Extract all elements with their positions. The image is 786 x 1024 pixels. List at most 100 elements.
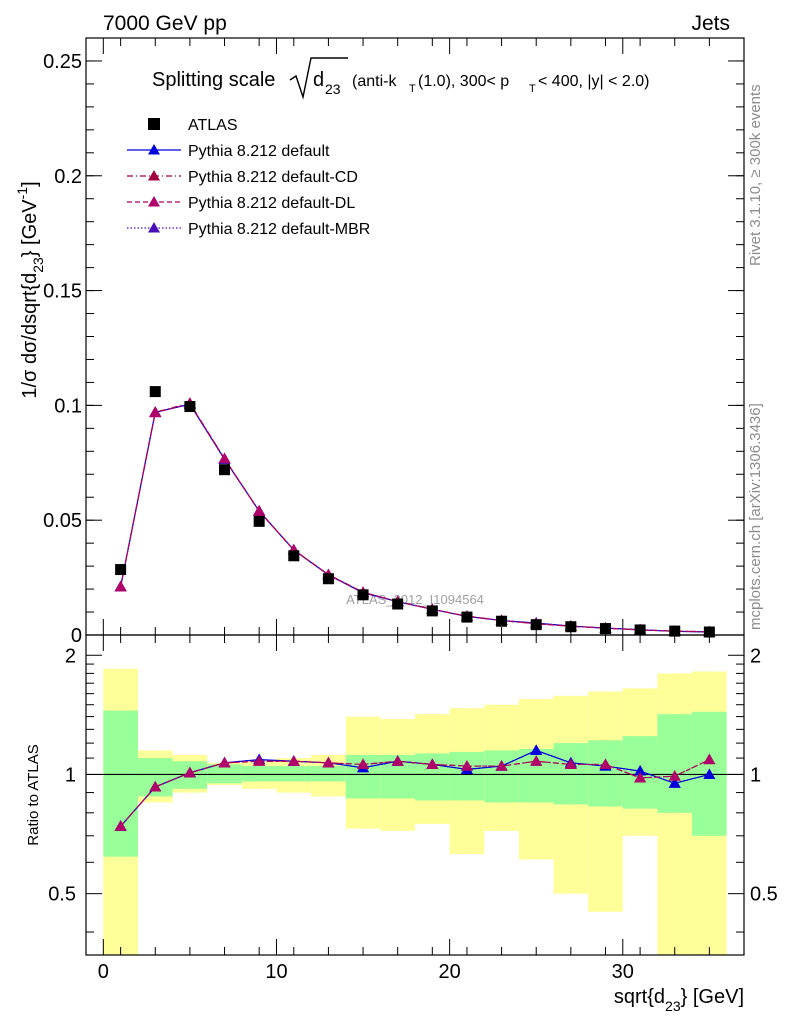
atlas-data-point [149,386,161,398]
main-y-label-text: 1/σ dσ/dsqrt{d23} [GeV-1] [14,181,46,398]
ratio-solid-series-point [668,777,681,788]
x-tick-label: 10 [265,961,287,983]
legend-label: ATLAS [188,117,238,134]
analysis-watermark: ATLAS_2012_I1094564 [346,592,484,607]
atlas-data-point [565,621,577,633]
atlas-data-point [530,619,542,631]
legend-label: Pythia 8.212 default-MBR [188,221,370,238]
legend-item: Pythia 8.212 default-MBR [127,221,370,238]
x-axis-label: sqrt{d23} [GeV] [614,986,744,1014]
main-dashed-series-point [253,505,266,516]
ylabel-sub: 23 [30,257,46,273]
legend-item: ATLAS [148,117,238,134]
x-tick-label: 0 [98,961,109,983]
atlas-data-point [426,605,438,617]
band-stat-bin [241,766,277,782]
legend-item: Pythia 8.212 default [127,143,330,160]
band-stat-bin [588,740,623,807]
legend-triangle-marker [148,144,160,155]
xlabel-end: } [GeV] [681,986,744,1008]
ratio-dashed-series-point [668,770,681,781]
legend-item: Pythia 8.212 default-DL [127,195,355,212]
atlas-data-point [253,515,265,527]
ratio-y-label: Ratio to ATLAS [25,744,42,845]
title-cond-a-sub: T [409,83,416,95]
band-stat-bin [484,750,519,803]
atlas-data-point [703,626,715,638]
main-frame [85,37,745,636]
atlas-data-point [599,623,611,635]
main-dashed-series-point [149,406,162,418]
ratio-uncertainty-bands [103,668,727,955]
legend-triangle-marker [148,222,160,233]
main-y-tick-label: 0 [71,625,82,647]
atlas-data-point [669,625,681,637]
plot-title: Splitting scale d 23 (anti-k T (1.0), 30… [152,57,650,100]
legend-label: Pythia 8.212 default-CD [188,169,358,186]
x-tick-label: 30 [612,961,634,983]
atlas-data-point [322,573,334,585]
band-stat-bin [449,751,485,801]
ratio-solid-series-point [530,744,543,755]
title-sqrt-arg: d [313,69,324,91]
ylabel-main: 1/σ dσ/dsqrt{d [19,273,41,399]
ratio-dashed-series-point [183,766,196,778]
legend-square-marker [148,118,160,130]
ratio-dashed-series-point [114,820,127,831]
ratio-solid-series-point [634,765,647,776]
rivet-label: Rivet 3.1.10, ≥ 300k events [747,84,764,266]
band-stat-bin [103,710,138,857]
ratio-dashed-series-point [460,760,473,771]
atlas-data-point [461,611,473,623]
ratio-series [114,744,716,831]
ratio-dashed-series-point [391,755,404,766]
atlas-data-point [184,401,196,413]
title-cond-b: (1.0), 300< p [418,73,509,90]
xlabel-sub: 23 [665,998,681,1014]
main-dashed-series-point [218,452,231,464]
legend-item: Pythia 8.212 default-CD [127,169,358,186]
main-y-label: 1/σ dσ/dsqrt{d23} [GeV-1] [14,181,46,398]
ratio-dashed-series-point [599,758,612,769]
main-y-tick-label: 0.25 [43,51,82,73]
atlas-data-point [496,615,508,627]
mcplots-label: mcplots.cern.ch [arXiv:1306.3436] [747,403,764,630]
ratio-dashed-series-point [564,758,577,769]
ratio-dashed-series-point [287,755,300,766]
title-cond-a: (anti-k [352,73,397,90]
xlabel-main: sqrt{d [614,986,665,1008]
atlas-data-point [392,598,404,610]
atlas-data-point [288,550,300,562]
title-cond-c: < 400, |y| < 2.0) [538,73,650,90]
ratio-dashed-series-point [530,755,543,766]
band-stat-bin [657,714,693,813]
main-y-tick-label: 0.15 [43,281,82,303]
ratio-y-tick-label: 1 [65,764,76,786]
x-tick-label: 20 [439,961,461,983]
legend-triangle-marker [148,196,160,207]
ratio-dashed-series-point [426,758,439,769]
band-stat-bin [311,766,346,782]
band-stat-bin [553,743,589,805]
ratio-dashed-series-point [322,756,335,768]
ylabel-mid: } [GeV [19,199,41,257]
ratio-dashed-series-point [634,771,647,783]
main-y-tick-label: 0.2 [54,166,82,188]
legend-label: Pythia 8.212 default-DL [188,195,355,212]
ratio-y-tick-label: 0.5 [48,884,76,906]
ratio-y-tick-label-right: 1 [750,764,761,786]
header-left: 7000 GeV pp [103,12,227,35]
ratio-dashed-series-point [357,758,370,769]
main-dashed-series-line [120,402,710,633]
atlas-data-point [634,624,646,636]
ylabel-end: ] [19,181,41,187]
ratio-dashed-series-point [149,780,162,792]
ylabel-sup: -1 [14,187,30,200]
ratio-dashed-series-point [218,756,231,768]
title-sqrt-sub: 23 [325,81,341,97]
atlas-data-point [115,564,127,576]
ratio-y-tick-label-right: 0.5 [750,884,778,906]
title-prefix: Splitting scale [152,69,275,91]
atlas-data-point [219,464,231,476]
